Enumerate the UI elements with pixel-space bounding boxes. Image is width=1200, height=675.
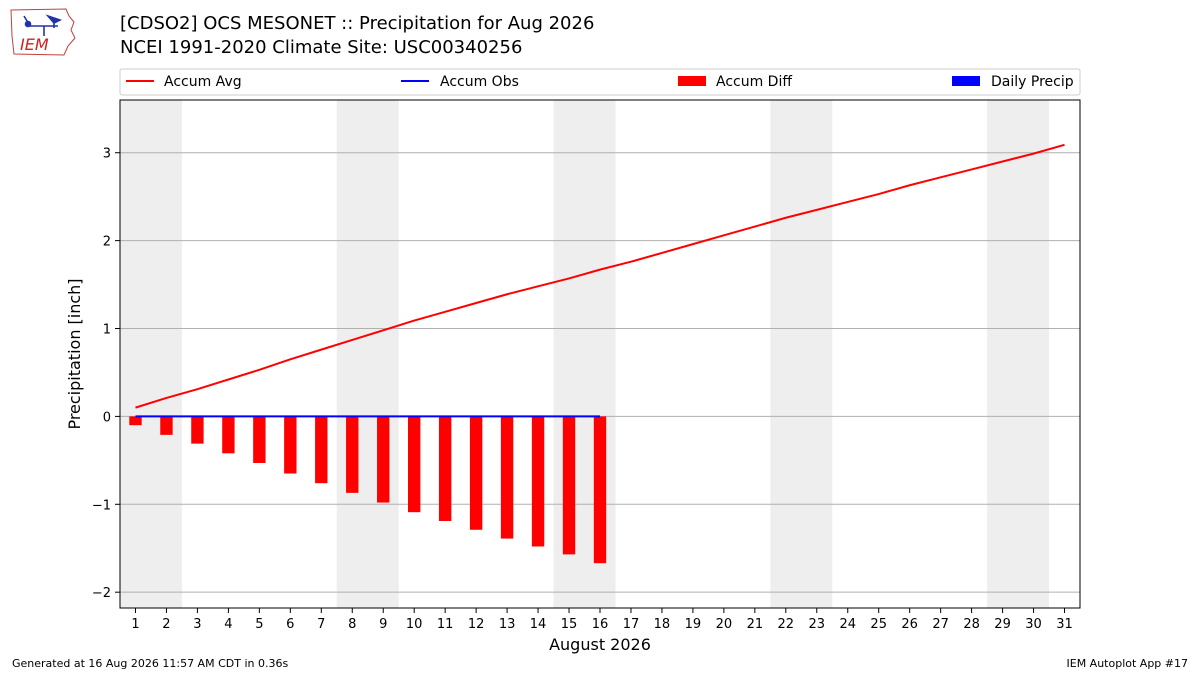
legend-label-accum-avg: Accum Avg xyxy=(164,74,242,90)
y-tick-label: 2 xyxy=(103,235,111,250)
weekend-band xyxy=(336,100,399,608)
accum-diff-bar xyxy=(500,416,514,539)
x-tick-label: 8 xyxy=(348,617,356,632)
x-tick-label: 4 xyxy=(224,617,232,632)
x-tick-label: 29 xyxy=(994,617,1011,632)
accum-diff-bar xyxy=(129,416,142,426)
chart-title: [CDSO2] OCS MESONET :: Precipitation for… xyxy=(120,13,595,34)
legend-item-daily-precip: Daily Precip xyxy=(952,74,1074,90)
x-axis-ticks: 1 2 3 4 5 6 7 8 9 10 11 12 13 14 15 16 17 18 19 20 21 22 23 24 2… xyxy=(131,608,1073,632)
accum-diff-bar xyxy=(253,416,266,463)
x-tick-label: 20 xyxy=(716,617,733,632)
x-tick-label: 9 xyxy=(379,617,387,632)
y-tick-label: 1 xyxy=(103,323,111,338)
accum-diff-bar xyxy=(346,416,359,493)
x-tick-label: 16 xyxy=(592,617,609,632)
x-tick-label: 30 xyxy=(1025,617,1042,632)
accum-diff-bar xyxy=(191,416,204,444)
accum-diff-bar xyxy=(377,416,390,503)
legend-item-accum-obs: Accum Obs xyxy=(401,74,519,90)
x-tick-label: 23 xyxy=(809,617,826,632)
accum-diff-bar xyxy=(315,416,328,484)
x-tick-label: 19 xyxy=(685,617,702,632)
x-tick-label: 24 xyxy=(839,617,856,632)
x-tick-label: 12 xyxy=(468,617,485,632)
x-tick-label: 25 xyxy=(870,617,887,632)
generated-note: Generated at 16 Aug 2026 11:57 AM CDT in… xyxy=(12,657,289,670)
legend-label-daily-precip: Daily Precip xyxy=(991,74,1074,90)
y-tick-label: −2 xyxy=(92,586,111,601)
accum-diff-bar xyxy=(284,416,297,474)
weather-station-icon xyxy=(23,14,63,36)
weekend-band xyxy=(120,100,182,608)
accum-diff-bar xyxy=(593,416,607,564)
legend-swatch-accum-diff xyxy=(678,76,706,86)
x-tick-label: 28 xyxy=(963,617,980,632)
y-tick-label: −1 xyxy=(92,498,111,513)
app-note: IEM Autoplot App #17 xyxy=(1066,657,1189,670)
y-axis-label: Precipitation [inch] xyxy=(65,278,84,429)
accum-diff-bar xyxy=(160,416,173,435)
x-tick-label: 1 xyxy=(131,617,139,632)
legend-item-accum-avg: Accum Avg xyxy=(126,74,242,90)
x-tick-label: 13 xyxy=(499,617,516,632)
x-axis-label: August 2026 xyxy=(549,635,651,654)
accum-diff-bar xyxy=(531,416,545,547)
iem-logo: IEM xyxy=(10,8,76,56)
y-axis-ticks: −2 −1 0 1 2 3 xyxy=(92,147,120,601)
legend-label-accum-diff: Accum Diff xyxy=(716,74,792,90)
accum-diff-bar xyxy=(222,416,235,454)
x-tick-label: 11 xyxy=(437,617,454,632)
x-tick-label: 18 xyxy=(654,617,671,632)
x-tick-label: 2 xyxy=(162,617,170,632)
weekend-band xyxy=(987,100,1050,608)
x-tick-label: 15 xyxy=(561,617,578,632)
accum-diff-bar xyxy=(438,416,452,521)
accum-diff-bar xyxy=(562,416,576,555)
y-tick-label: 0 xyxy=(103,410,111,425)
x-tick-label: 5 xyxy=(255,617,263,632)
accum-diff-bar xyxy=(408,416,421,513)
chart-subtitle: NCEI 1991-2020 Climate Site: USC00340256 xyxy=(120,37,523,58)
legend-swatch-daily-precip xyxy=(952,76,980,86)
accum-avg-line xyxy=(135,143,1065,409)
x-tick-label: 6 xyxy=(286,617,294,632)
x-tick-label: 26 xyxy=(901,617,918,632)
y-tick-label: 3 xyxy=(103,147,111,162)
x-tick-label: 3 xyxy=(193,617,201,632)
x-tick-label: 14 xyxy=(530,617,547,632)
legend-label-accum-obs: Accum Obs xyxy=(440,74,519,90)
accum-diff-bars xyxy=(129,416,607,564)
legend-item-accum-diff: Accum Diff xyxy=(678,74,792,90)
weekend-bands xyxy=(120,100,1050,608)
x-tick-label: 10 xyxy=(406,617,423,632)
accum-diff-bar xyxy=(469,416,483,530)
iowa-outline-icon xyxy=(10,8,76,56)
logo-text: IEM xyxy=(20,35,49,54)
x-tick-label: 17 xyxy=(623,617,640,632)
x-tick-label: 22 xyxy=(778,617,795,632)
x-tick-label: 31 xyxy=(1056,617,1073,632)
legend-box xyxy=(119,68,1081,96)
x-tick-label: 7 xyxy=(317,617,325,632)
weekend-band xyxy=(770,100,833,608)
x-tick-label: 21 xyxy=(747,617,764,632)
x-tick-label: 27 xyxy=(932,617,949,632)
